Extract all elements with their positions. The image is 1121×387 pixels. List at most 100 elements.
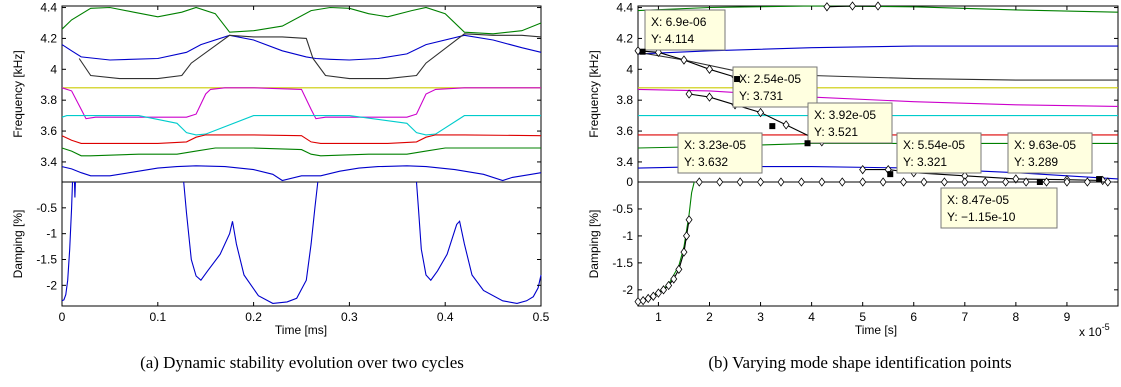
diamond-marker — [1022, 177, 1030, 187]
x-tick-label: 0.3 — [341, 310, 358, 324]
diamond-marker — [859, 177, 867, 187]
frequency-line — [61, 87, 541, 120]
x-tick-label: 9 — [1064, 310, 1071, 324]
diamond-marker — [1063, 177, 1071, 187]
diamond-marker — [757, 177, 765, 187]
diamond-marker — [757, 107, 765, 118]
frequency-line — [637, 45, 1118, 55]
datatip-y: Y: −1.15e-10 — [947, 210, 1016, 224]
panel-b-xlabel: Time [s] — [855, 323, 897, 337]
datatip-box — [940, 187, 1058, 229]
x-tick-label: 0.2 — [245, 310, 262, 324]
x-tick-label: 1 — [655, 310, 662, 324]
panel-a-top-axes — [61, 5, 542, 183]
datatip: X: 8.47e-05 Y: −1.15e-10 — [940, 187, 1058, 229]
panel-b-ylabel-top: Frequency [kHz] — [587, 50, 601, 137]
frequency-line — [61, 6, 542, 35]
datatip-box — [644, 9, 726, 51]
frequency-line — [637, 88, 1119, 107]
datatip-point — [1096, 176, 1103, 183]
panel-a-ticks: 0 0.1 0.2 0.3 0.4 0.5 3.4 3.6 3.8 4 4.2 4.4 -0.5 -1 -1… — [36, 1, 549, 324]
y-tick-label: -1 — [46, 227, 57, 241]
diamond-marker — [920, 177, 928, 187]
diamond-marker — [1012, 174, 1020, 184]
panel-a-xlabel: Time [ms] — [275, 323, 327, 337]
diamond-marker — [685, 89, 693, 99]
diamond-marker — [961, 177, 969, 187]
diamond-marker — [900, 177, 908, 187]
y-tick-label: 4.4 — [40, 1, 57, 15]
frequency-line — [61, 134, 542, 144]
diamond-marker — [685, 215, 693, 225]
y-tick-label: 0 — [626, 175, 633, 189]
diamond-marker — [1043, 177, 1051, 187]
datatip-x: X: 2.54e-05 — [739, 72, 801, 86]
datatip-y: Y: 3.521 — [814, 125, 858, 139]
diamond-marker — [981, 177, 989, 187]
panel-a-bottom-axes — [61, 181, 542, 307]
y-tick-label: -1.5 — [36, 253, 57, 267]
diamond-marker — [705, 64, 713, 74]
y-tick-label: 3.6 — [40, 124, 57, 138]
y-tick-label: -1 — [622, 229, 633, 243]
datatip-box — [807, 102, 893, 144]
diamond-marker — [818, 177, 826, 187]
damping-line — [73, 181, 76, 198]
diamond-marker — [1104, 177, 1112, 187]
y-tick-label: 3.8 — [40, 93, 57, 107]
x-tick-label: 0.1 — [149, 310, 166, 324]
frequency-line — [61, 147, 541, 157]
datatip-x: X: 8.47e-05 — [947, 193, 1009, 207]
panel-a-damping-lines — [61, 181, 542, 304]
datatip-point — [804, 140, 811, 147]
datatip: X: 6.9e-06 Y: 4.114 — [644, 9, 726, 51]
diamond-marker — [654, 288, 662, 298]
x-tick-label: 6 — [910, 310, 917, 324]
diamond-marker — [940, 177, 948, 187]
diamond-marker — [777, 177, 785, 187]
caption-b: (b) Varying mode shape identification po… — [708, 353, 1012, 372]
y-tick-label: 4.2 — [40, 31, 57, 45]
datatip-y: Y: 3.321 — [903, 155, 947, 169]
y-tick-label: -2 — [46, 278, 57, 292]
y-tick-label: 3.4 — [40, 155, 57, 169]
datatip-y: Y: 3.289 — [1014, 155, 1058, 169]
y-tick-label: 4 — [626, 62, 633, 76]
panel-b-ticks: 1 2 3 4 5 6 7 8 9 0 3.4 3.6 3.8 4 4.2 4.4 -0.5 -1 -1.5 -2 — [612, 1, 1118, 324]
x-tick-label: 3 — [757, 310, 764, 324]
datatip-x: X: 3.23e-05 — [684, 138, 746, 152]
y-tick-label: -0.5 — [36, 201, 57, 215]
y-tick-label: -2 — [622, 283, 633, 297]
diamond-marker — [660, 285, 668, 295]
datatip-point — [887, 171, 894, 178]
x-tick-label: 4 — [808, 310, 815, 324]
y-tick-label: -0.5 — [612, 202, 633, 216]
panel-b-x-multiplier: x 10-5 — [1079, 322, 1110, 339]
diamond-marker — [639, 295, 647, 306]
diamond-marker — [670, 274, 678, 284]
x-tick-label: 7 — [961, 310, 968, 324]
diamond-marker — [695, 177, 703, 187]
figure: 0 0.1 0.2 0.3 0.4 0.5 3.4 3.6 3.8 4 4.2 4.4 -0.5 -1 -1… — [11, 1, 1119, 339]
datatip: X: 3.92e-05 Y: 3.521 — [807, 102, 893, 144]
y-tick-label: 3.8 — [616, 93, 633, 107]
datatip-point — [734, 76, 741, 83]
panel-b: 1 2 3 4 5 6 7 8 9 0 3.4 3.6 3.8 4 4.2 4.4 -0.5 -1 -1.5 -2 X… — [587, 1, 1119, 339]
datatip-box — [896, 132, 982, 174]
diamond-marker — [644, 293, 652, 304]
diamond-marker — [705, 92, 713, 102]
diamond-marker — [838, 177, 846, 187]
datatip-point — [769, 123, 776, 130]
diamond-marker — [1002, 177, 1010, 187]
damping-line — [183, 181, 319, 304]
diamond-marker — [859, 164, 867, 175]
x-tick-label: 0.5 — [533, 310, 550, 324]
datatip-box — [1007, 132, 1093, 174]
y-tick-label: 3.4 — [616, 155, 633, 169]
diamond-marker — [848, 1, 856, 11]
datatip-point — [639, 48, 646, 55]
diamond-marker — [874, 1, 882, 11]
x-tick-label: 0.4 — [437, 310, 454, 324]
y-tick-label: 4.4 — [616, 1, 633, 15]
diamond-marker — [649, 291, 657, 301]
